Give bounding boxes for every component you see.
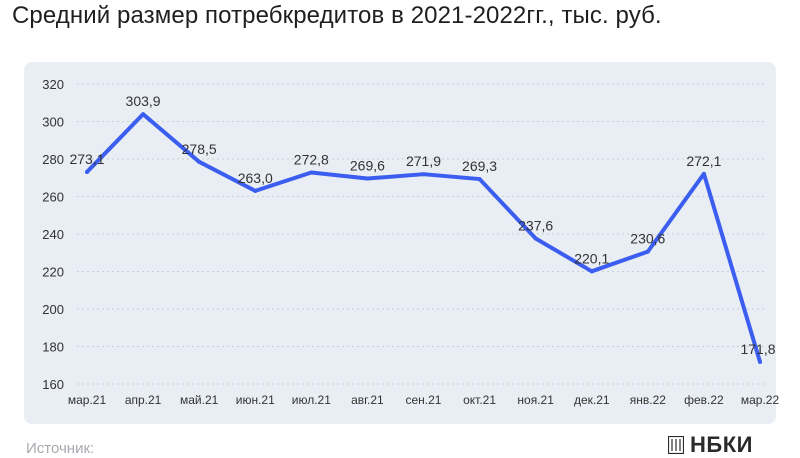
data-label: 269,6 <box>350 158 385 174</box>
x-tick-label: мар.21 <box>68 393 107 407</box>
data-point <box>758 359 762 364</box>
chart-panel <box>24 62 776 424</box>
x-tick-label: сен.21 <box>406 393 442 407</box>
data-label: 263,0 <box>238 170 273 186</box>
data-label: 303,9 <box>126 93 161 109</box>
y-tick-label: 260 <box>42 190 64 205</box>
x-tick-label: июн.21 <box>236 393 275 407</box>
chart-title: Средний размер потребкредитов в 2021-202… <box>12 2 662 29</box>
data-point <box>421 172 426 177</box>
nbki-logo: НБКИ <box>668 432 753 458</box>
logo-text: НБКИ <box>690 432 753 457</box>
y-tick-label: 160 <box>42 377 64 392</box>
y-tick-label: 280 <box>42 152 64 167</box>
x-tick-label: мар.22 <box>741 393 780 407</box>
data-label: 272,8 <box>294 152 329 168</box>
x-tick-label: дек.21 <box>574 393 610 407</box>
data-label: 278,5 <box>182 141 217 157</box>
y-tick-label: 200 <box>42 302 64 317</box>
data-point <box>85 169 89 174</box>
source-label: Источник: <box>26 440 95 457</box>
nbki-logo-icon <box>668 436 684 454</box>
data-label: 237,6 <box>518 218 553 234</box>
data-label: 171,8 <box>740 341 775 357</box>
data-point <box>477 177 482 182</box>
data-label: 269,3 <box>462 158 497 174</box>
data-point <box>197 159 202 164</box>
x-tick-label: фев.22 <box>684 393 724 407</box>
data-label: 273,1 <box>69 151 104 167</box>
x-tick-label: авг.21 <box>351 393 384 407</box>
data-point <box>253 188 258 193</box>
data-label: 230,6 <box>630 231 665 247</box>
data-point <box>365 176 370 181</box>
data-point <box>141 112 146 117</box>
x-tick-label: май.21 <box>180 393 219 407</box>
y-tick-label: 320 <box>42 77 64 92</box>
data-label: 271,9 <box>406 153 441 169</box>
x-tick-label: окт.21 <box>463 393 496 407</box>
x-tick-label: янв.22 <box>630 393 667 407</box>
data-label: 272,1 <box>686 153 721 169</box>
y-tick-label: 220 <box>42 265 64 280</box>
data-point <box>533 236 538 241</box>
y-tick-label: 300 <box>42 115 64 130</box>
x-tick-label: июл.21 <box>292 393 331 407</box>
data-point <box>309 170 314 175</box>
data-label: 220,1 <box>574 250 609 266</box>
y-tick-label: 240 <box>42 227 64 242</box>
data-point <box>589 269 594 274</box>
x-tick-label: ноя.21 <box>517 393 554 407</box>
data-point <box>701 171 706 176</box>
data-point <box>645 249 650 254</box>
y-tick-label: 180 <box>42 340 64 355</box>
x-tick-label: апр.21 <box>125 393 162 407</box>
